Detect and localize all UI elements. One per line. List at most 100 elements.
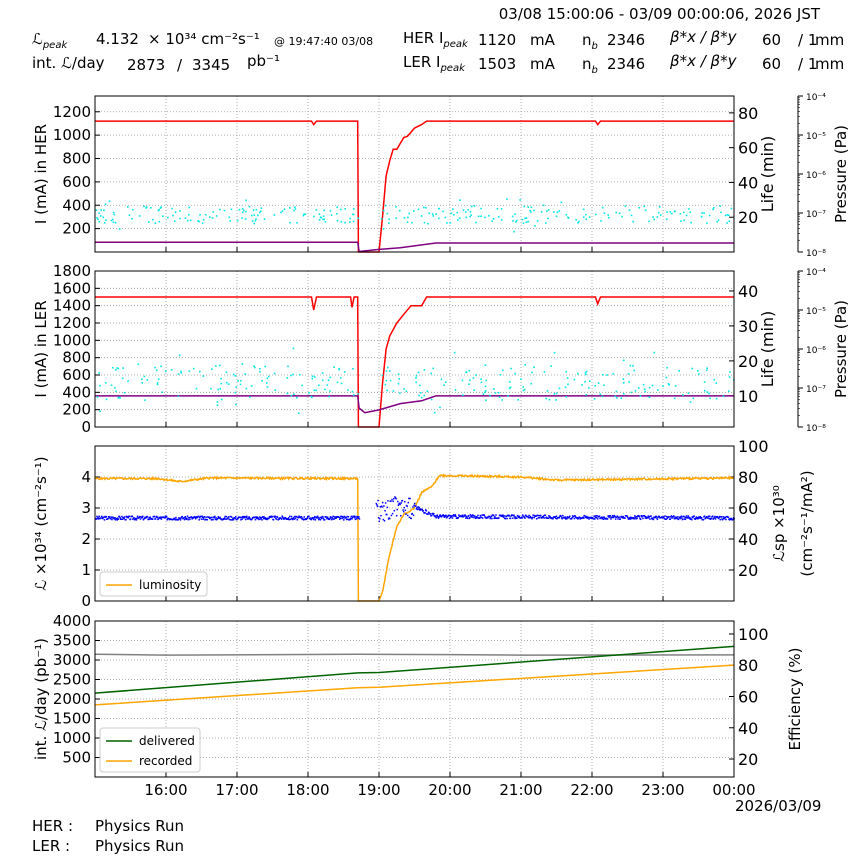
pressure-point: [644, 390, 647, 393]
specific-luminosity-point: [670, 516, 672, 518]
specific-luminosity-point: [345, 518, 348, 521]
specific-luminosity-point: [117, 517, 119, 519]
specific-luminosity-point: [688, 516, 691, 519]
specific-luminosity-point: [315, 516, 318, 518]
y-tick-label: 3000: [53, 651, 91, 669]
specific-luminosity-point: [96, 517, 99, 520]
specific-luminosity-point: [439, 514, 441, 516]
specific-luminosity-point: [397, 504, 400, 507]
pressure-point: [499, 374, 502, 376]
pressure-point: [327, 379, 330, 382]
pressure-point: [250, 214, 253, 217]
specific-luminosity-point: [231, 519, 234, 521]
specific-luminosity-point: [713, 516, 716, 519]
pressure-point: [225, 381, 228, 384]
pressure-point: [179, 217, 181, 220]
pressure-point: [461, 379, 464, 382]
pressure-point: [415, 375, 418, 377]
specific-luminosity-point: [355, 515, 357, 518]
specific-luminosity-point: [679, 516, 682, 518]
pressure-point: [512, 220, 514, 222]
specific-luminosity-point: [397, 500, 399, 503]
y-tick-label: 2000: [53, 690, 91, 708]
pressure-point: [547, 217, 549, 220]
pressure-point: [690, 221, 692, 224]
pressure-point: [657, 211, 660, 214]
pressure-point: [594, 213, 597, 216]
specific-luminosity-point: [334, 516, 337, 518]
pressure-point: [643, 205, 646, 208]
pressure-point: [488, 214, 490, 217]
specific-luminosity-point: [502, 516, 505, 518]
pressure-point: [308, 392, 310, 394]
y2-tick-label: 20: [738, 750, 758, 769]
pressure-point: [497, 391, 500, 394]
y2-tick-label: 60: [738, 687, 758, 706]
pressure-point: [114, 369, 117, 371]
specific-luminosity-point: [630, 516, 632, 519]
specific-luminosity-point: [531, 516, 534, 519]
specific-luminosity-point: [206, 518, 209, 521]
pressure-point: [241, 211, 244, 214]
x-tick-label: 21:00: [499, 781, 542, 799]
pressure-point: [197, 220, 199, 222]
specific-luminosity-point: [612, 514, 614, 517]
specific-luminosity-point: [571, 516, 573, 519]
pressure-point: [588, 387, 590, 389]
pressure-point: [288, 207, 291, 209]
specific-luminosity-point: [478, 517, 481, 520]
specific-luminosity-point: [273, 516, 276, 518]
pressure-point: [244, 373, 247, 375]
specific-luminosity-point: [278, 518, 281, 520]
pressure-point: [430, 398, 433, 401]
pressure-point: [205, 213, 207, 216]
specific-luminosity-point: [666, 517, 669, 520]
specific-luminosity-point: [325, 516, 328, 518]
specific-luminosity-point: [322, 516, 324, 518]
specific-luminosity-point: [186, 517, 188, 520]
pressure-point: [524, 363, 527, 366]
specific-luminosity-point: [331, 516, 333, 519]
specific-luminosity-point: [110, 516, 113, 518]
pressure-point: [632, 365, 634, 367]
specific-luminosity-point: [394, 496, 396, 498]
pressure-point: [146, 379, 149, 381]
pressure-point: [343, 371, 346, 373]
specific-luminosity-point: [591, 516, 594, 519]
pressure-point: [381, 374, 384, 377]
specific-luminosity-point: [393, 497, 395, 500]
pressure-point: [423, 369, 426, 371]
pressure-point: [100, 209, 102, 211]
pressure-point: [211, 368, 213, 370]
pressure-point: [156, 383, 159, 386]
pressure-point: [147, 221, 150, 223]
specific-luminosity-point: [708, 517, 710, 520]
specific-luminosity-point: [533, 516, 536, 519]
pressure-point: [273, 214, 276, 216]
pressure-point: [318, 384, 320, 387]
specific-luminosity-point: [120, 518, 123, 521]
specific-luminosity-point: [105, 515, 107, 518]
specific-luminosity-point: [560, 515, 562, 518]
pressure-point: [525, 217, 528, 219]
pressure-point: [433, 411, 436, 414]
y-tick-label: 1500: [53, 710, 91, 728]
specific-luminosity-point: [379, 506, 382, 508]
specific-luminosity-point: [205, 516, 207, 518]
pressure-point: [137, 363, 140, 366]
pressure-point: [472, 377, 475, 379]
specific-luminosity-point: [292, 517, 295, 520]
pressure-point: [245, 210, 247, 213]
specific-luminosity-point: [127, 516, 130, 519]
pressure-tick-label: 10⁻⁸: [806, 249, 826, 259]
pressure-point: [223, 209, 226, 212]
pressure-point: [344, 221, 346, 224]
her-life-line: [95, 241, 734, 253]
specific-luminosity-point: [159, 516, 161, 518]
pressure-point: [533, 366, 535, 368]
specific-luminosity-point: [677, 518, 680, 521]
pressure-point: [493, 388, 495, 390]
specific-luminosity-point: [433, 512, 435, 515]
pressure-point: [446, 222, 448, 224]
